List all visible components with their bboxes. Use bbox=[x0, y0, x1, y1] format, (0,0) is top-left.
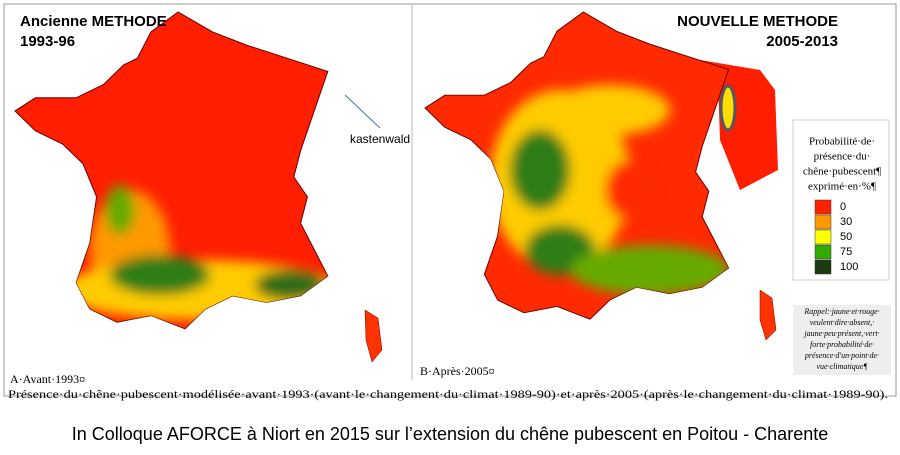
legend-title: chêne·pubescent¶ bbox=[803, 166, 881, 178]
legend-label: 0 bbox=[840, 201, 846, 213]
legend-title: présence·du· bbox=[814, 151, 871, 163]
legend: Probabilité·de· présence·du· chêne·pubes… bbox=[792, 119, 890, 281]
map-period: 1993-96 bbox=[20, 33, 75, 50]
note-line: veulent·dire·absent,· bbox=[810, 318, 875, 327]
corsica bbox=[759, 289, 777, 341]
annotation: kastenwald bbox=[350, 132, 410, 146]
note-line: présence·d'un·point·de· bbox=[804, 351, 879, 360]
map-period: 2005-2013 bbox=[766, 33, 838, 50]
legend-swatch bbox=[814, 214, 832, 230]
legend-label: 30 bbox=[840, 216, 852, 228]
map-caption: A·Avant·1993¤ bbox=[10, 372, 85, 386]
legend-swatch bbox=[814, 244, 832, 260]
corsica bbox=[364, 309, 383, 363]
legend-label: 100 bbox=[840, 261, 858, 273]
frame bbox=[3, 3, 897, 397]
annotation-arrow bbox=[344, 94, 381, 129]
map-title: Ancienne METHODE bbox=[20, 13, 167, 30]
note-line: forte·probabilité·de· bbox=[810, 340, 874, 349]
legend-label: 75 bbox=[840, 246, 852, 258]
map-title: NOUVELLE METHODE bbox=[677, 13, 838, 30]
footer: In Colloque AFORCE à Niort en 2015 sur l… bbox=[72, 424, 828, 444]
legend-swatch bbox=[814, 199, 832, 215]
legend-title: Probabilité·de· bbox=[809, 136, 875, 148]
note: Rappel:·jaune·et·rouge· veulent·dire·abse… bbox=[803, 307, 879, 371]
map-caption: B·Après·2005¤ bbox=[420, 364, 495, 378]
map-after bbox=[423, 10, 778, 341]
map-before bbox=[13, 10, 383, 363]
legend-swatch bbox=[814, 259, 832, 275]
note-line: vue·climatique¶ bbox=[816, 362, 867, 371]
figure-caption: Présence·du·chêne·pubescent·modélisée·av… bbox=[8, 387, 888, 401]
note-line: Rappel:·jaune·et·rouge· bbox=[803, 307, 879, 316]
legend-label: 50 bbox=[840, 231, 852, 243]
legend-title: exprimé·en·%¶ bbox=[808, 181, 876, 193]
note-box bbox=[793, 305, 891, 375]
note-line: jaune·peu·présent,·vert· bbox=[803, 329, 879, 338]
legend-swatch bbox=[814, 229, 832, 245]
kastenwald-marker bbox=[719, 84, 737, 132]
